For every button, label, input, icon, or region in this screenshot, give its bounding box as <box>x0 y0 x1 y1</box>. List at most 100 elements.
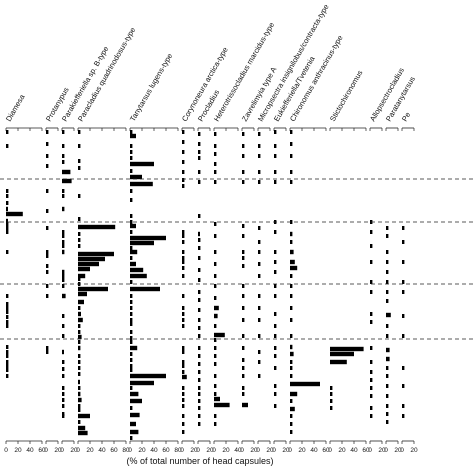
abundance-bar <box>214 305 219 311</box>
presence-mark <box>386 299 389 303</box>
presence-mark <box>274 366 277 370</box>
presence-mark <box>78 366 81 370</box>
presence-mark <box>6 345 9 349</box>
presence-mark <box>402 240 405 244</box>
presence-mark <box>258 132 261 136</box>
presence-mark <box>370 360 373 364</box>
presence-mark <box>242 358 245 362</box>
presence-mark <box>62 144 65 148</box>
tick-label: 0 <box>368 447 372 454</box>
presence-mark <box>242 386 245 390</box>
tick-label: 0 <box>128 447 132 454</box>
presence-mark <box>258 374 261 378</box>
abundance-bar <box>78 334 82 340</box>
presence-mark <box>214 296 217 300</box>
abundance-bar <box>78 311 81 317</box>
presence-mark <box>386 324 389 328</box>
presence-mark <box>130 406 133 410</box>
presence-mark <box>6 130 9 134</box>
presence-mark <box>6 250 9 254</box>
presence-mark <box>182 350 185 354</box>
tick-label: 20 <box>250 447 258 454</box>
presence-mark <box>386 290 389 294</box>
abundance-bar <box>130 181 153 187</box>
tick-label: 40 <box>234 447 242 454</box>
presence-mark <box>198 414 201 418</box>
presence-mark <box>198 354 201 358</box>
tick-label: 60 <box>38 447 46 454</box>
presence-mark <box>198 290 201 294</box>
presence-mark <box>274 312 277 316</box>
presence-mark <box>258 240 261 244</box>
abundance-bar <box>78 379 80 385</box>
presence-mark <box>290 414 293 418</box>
presence-mark <box>6 226 9 230</box>
presence-mark <box>214 362 217 366</box>
abundance-bar <box>62 349 64 355</box>
taxon-panel: 0 20 40 60 Diamesa <box>4 92 46 454</box>
presence-mark <box>274 392 277 396</box>
presence-mark <box>198 334 201 338</box>
taxon-panel: 0 20 Pe <box>400 111 418 454</box>
presence-mark <box>258 318 261 322</box>
presence-mark <box>182 260 185 264</box>
presence-mark <box>62 324 65 328</box>
presence-mark <box>330 392 333 396</box>
presence-mark <box>62 360 65 364</box>
presence-mark <box>290 274 293 278</box>
presence-mark <box>198 238 201 242</box>
abundance-bar <box>6 211 23 217</box>
presence-mark <box>130 280 133 284</box>
tick-label: 20 <box>394 447 402 454</box>
presence-mark <box>214 384 217 388</box>
abundance-bar <box>62 249 65 255</box>
tick-label: 20 <box>298 447 306 454</box>
presence-mark <box>6 189 9 193</box>
abundance-bar <box>130 286 160 292</box>
abundance-bar <box>62 178 72 184</box>
presence-mark <box>402 280 405 284</box>
presence-mark <box>242 234 245 238</box>
presence-mark <box>62 194 65 198</box>
presence-mark <box>290 334 293 338</box>
presence-mark <box>402 404 405 408</box>
taxon-panel: 0 20 40 60 80 Tanytarsus lugens-type <box>128 52 182 454</box>
abundance-bar <box>78 345 81 351</box>
tick-label: 20 <box>190 447 198 454</box>
presence-mark <box>274 384 277 388</box>
presence-mark <box>258 274 261 278</box>
presence-mark <box>386 420 389 424</box>
abundance-bar <box>130 429 139 435</box>
presence-mark <box>290 170 293 174</box>
taxon-name: Stictochironomus <box>328 68 365 123</box>
presence-mark <box>130 340 133 344</box>
abundance-bar <box>78 273 86 279</box>
tick-label: 0 <box>76 447 80 454</box>
presence-mark <box>242 154 245 158</box>
presence-mark <box>78 306 81 310</box>
presence-mark <box>6 364 9 368</box>
presence-mark <box>182 398 185 402</box>
presence-mark <box>46 254 49 258</box>
presence-mark <box>130 169 133 173</box>
presence-mark <box>370 280 373 284</box>
presence-mark <box>130 322 133 326</box>
presence-mark <box>386 384 389 388</box>
presence-mark <box>290 240 293 244</box>
presence-mark <box>198 150 201 154</box>
abundance-bar <box>386 312 391 318</box>
tick-label: 20 <box>70 447 78 454</box>
tick-label: 0 <box>60 447 64 454</box>
presence-mark <box>62 130 65 134</box>
presence-mark <box>386 270 389 274</box>
presence-mark <box>330 399 333 403</box>
presence-mark <box>274 130 277 134</box>
presence-mark <box>62 240 65 244</box>
presence-mark <box>6 222 9 226</box>
presence-mark <box>130 358 133 362</box>
presence-mark <box>182 240 185 244</box>
presence-mark <box>214 284 217 288</box>
presence-mark <box>62 154 65 158</box>
presence-mark <box>46 154 49 158</box>
abundance-bar <box>78 397 82 403</box>
